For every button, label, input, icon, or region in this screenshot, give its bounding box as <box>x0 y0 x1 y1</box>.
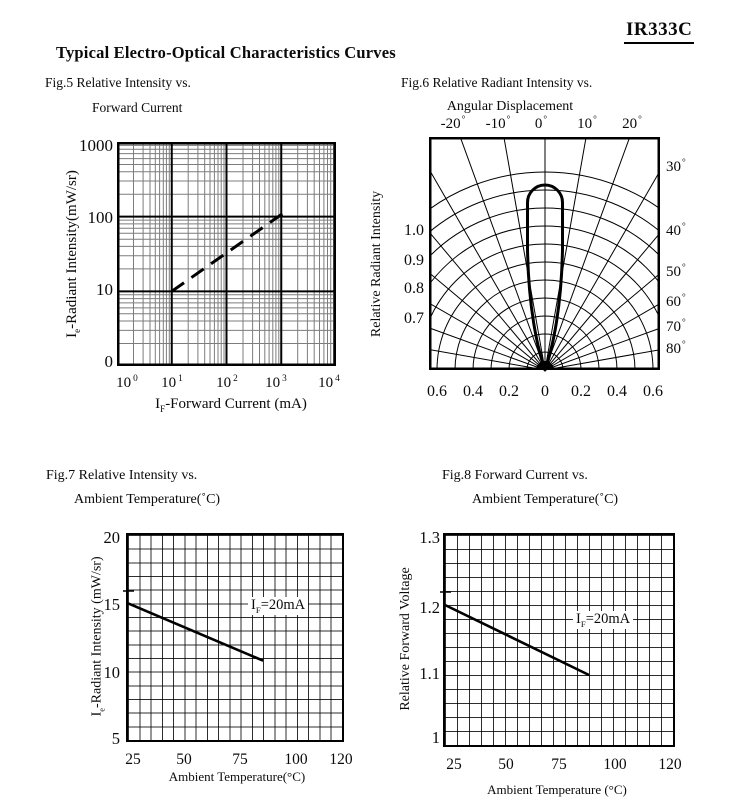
fig7-xtick: 75 <box>232 751 248 768</box>
fig5-caption-line2: Forward Current <box>92 100 183 115</box>
fig6-bottom-tick: 0.6 <box>427 383 447 400</box>
fig6-right-tick: 50° <box>666 263 686 280</box>
fig5-xtick: 10 2 <box>216 374 238 391</box>
fig6-left-tick: 0.8 <box>404 280 424 297</box>
fig5-caption-line1: Fig.5 Relative Intensity vs. <box>45 75 191 90</box>
fig6-bottom-tick: 0.6 <box>643 383 663 400</box>
fig8-caption-line2: Ambient Temperature(˚C) <box>472 492 619 507</box>
fig6-top-tick: -10° <box>485 115 511 132</box>
fig6-right-tick: 40° <box>666 222 686 239</box>
fig6-beam-lobe <box>526 183 564 372</box>
fig8-ytick: 1.2 <box>419 598 440 617</box>
fig5-xtick: 10 4 <box>318 374 340 391</box>
fig5-decade-grid <box>117 142 336 366</box>
fig7-data-line <box>127 602 264 662</box>
fig7-ytick: 10 <box>103 663 121 682</box>
fig6-bottom-tick: 0 <box>541 383 549 400</box>
fig8-y-axis-title: Relative Forward Voltage <box>398 567 413 711</box>
fig6-top-tick: 0° <box>534 115 548 132</box>
fig6-left-tick: 0.7 <box>404 310 424 327</box>
part-number: IR333C <box>624 19 695 44</box>
fig7-ytick: 15 <box>103 595 121 614</box>
fig5-xtick: 10 1 <box>161 374 183 391</box>
fig6-bottom-tick: 0.4 <box>607 383 627 400</box>
fig5-xtick: 10 0 <box>116 374 138 391</box>
fig7-xtick: 50 <box>176 751 192 768</box>
fig7-xtick: 120 <box>329 751 353 768</box>
fig6-right-tick: 60° <box>666 293 686 310</box>
fig5-ytick: 100 <box>87 208 114 227</box>
fig5-x-axis-title: IF-Forward Current (mA) <box>155 396 307 414</box>
fig7-annotation: IF=20mA <box>248 597 309 615</box>
fig8-xtick: 75 <box>551 756 567 773</box>
fig6-right-tick: 70° <box>666 318 686 335</box>
fig6-bottom-tick: 0.2 <box>499 383 519 400</box>
fig8-annotation: IF=20mA <box>573 611 634 629</box>
fig6-left-tick: 0.9 <box>404 252 424 269</box>
fig5-xtick: 10 3 <box>265 374 287 391</box>
fig8-ytick: 1.1 <box>419 664 440 683</box>
fig7-caption-line1: Fig.7 Relative Intensity vs. <box>46 468 198 483</box>
fig7-grid <box>126 533 344 742</box>
fig8-plot <box>440 591 590 677</box>
fig8-xtick: 50 <box>498 756 514 773</box>
fig6-bottom-tick: 0.2 <box>571 383 591 400</box>
fig7-caption-line2: Ambient Temperature(˚C) <box>74 492 221 507</box>
fig6-top-tick: -20° <box>440 115 466 132</box>
fig6-caption-line1: Fig.6 Relative Radiant Intensity vs. <box>401 75 593 90</box>
fig6-y-axis-title: Relative Radiant Intensity <box>369 190 384 338</box>
fig5-plot <box>117 142 336 366</box>
fig6-bottom-tick: 0.4 <box>463 383 483 400</box>
fig7-x-axis-title: Ambient Temperature(°C) <box>168 769 306 784</box>
fig8-x-axis-title: Ambient Temperature (°C) <box>487 782 627 797</box>
fig6-left-tick: 1.0 <box>404 222 424 239</box>
fig6-right-tick: 30° <box>666 158 686 175</box>
fig8-xtick: 100 <box>603 756 627 773</box>
fig6-caption-line2: Angular Displacement <box>446 99 574 114</box>
fig5-ytick: 1000 <box>79 136 113 155</box>
fig6-frame <box>429 137 660 370</box>
fig6-polar-plot <box>429 137 660 372</box>
fig7-y-axis-title: Ie-Radiant Intensity (mW/sr) <box>89 556 107 717</box>
fig7-xtick: 100 <box>284 751 308 768</box>
fig6-right-tick: 80° <box>666 340 686 357</box>
fig5-frame <box>117 142 336 366</box>
fig5-y-axis-title: Ie-Radiant Intensity(mW/sr) <box>64 170 82 338</box>
fig8-ytick: 1.3 <box>419 528 440 547</box>
fig8-ytick: 1 <box>431 728 440 747</box>
fig5-ytick: 0 <box>104 352 114 371</box>
fig6-top-tick: 20° <box>622 115 642 132</box>
fig7-xtick: 25 <box>125 751 141 768</box>
fig8-xtick: 120 <box>658 756 682 773</box>
fig6-top-tick: 10° <box>577 115 597 132</box>
fig8-data-line <box>444 603 590 677</box>
page-title: Typical Electro-Optical Characteristics … <box>56 43 396 62</box>
fig8-caption-line1: Fig.8 Forward Current vs. <box>442 468 588 483</box>
fig8-xtick: 25 <box>446 756 462 773</box>
fig7-ytick: 5 <box>111 729 120 748</box>
fig8-grid <box>443 533 675 747</box>
fig6-polar-grid <box>429 137 660 370</box>
fig7-plot <box>123 590 264 662</box>
fig7-ytick: 20 <box>103 528 121 547</box>
fig5-ytick: 10 <box>96 280 113 299</box>
